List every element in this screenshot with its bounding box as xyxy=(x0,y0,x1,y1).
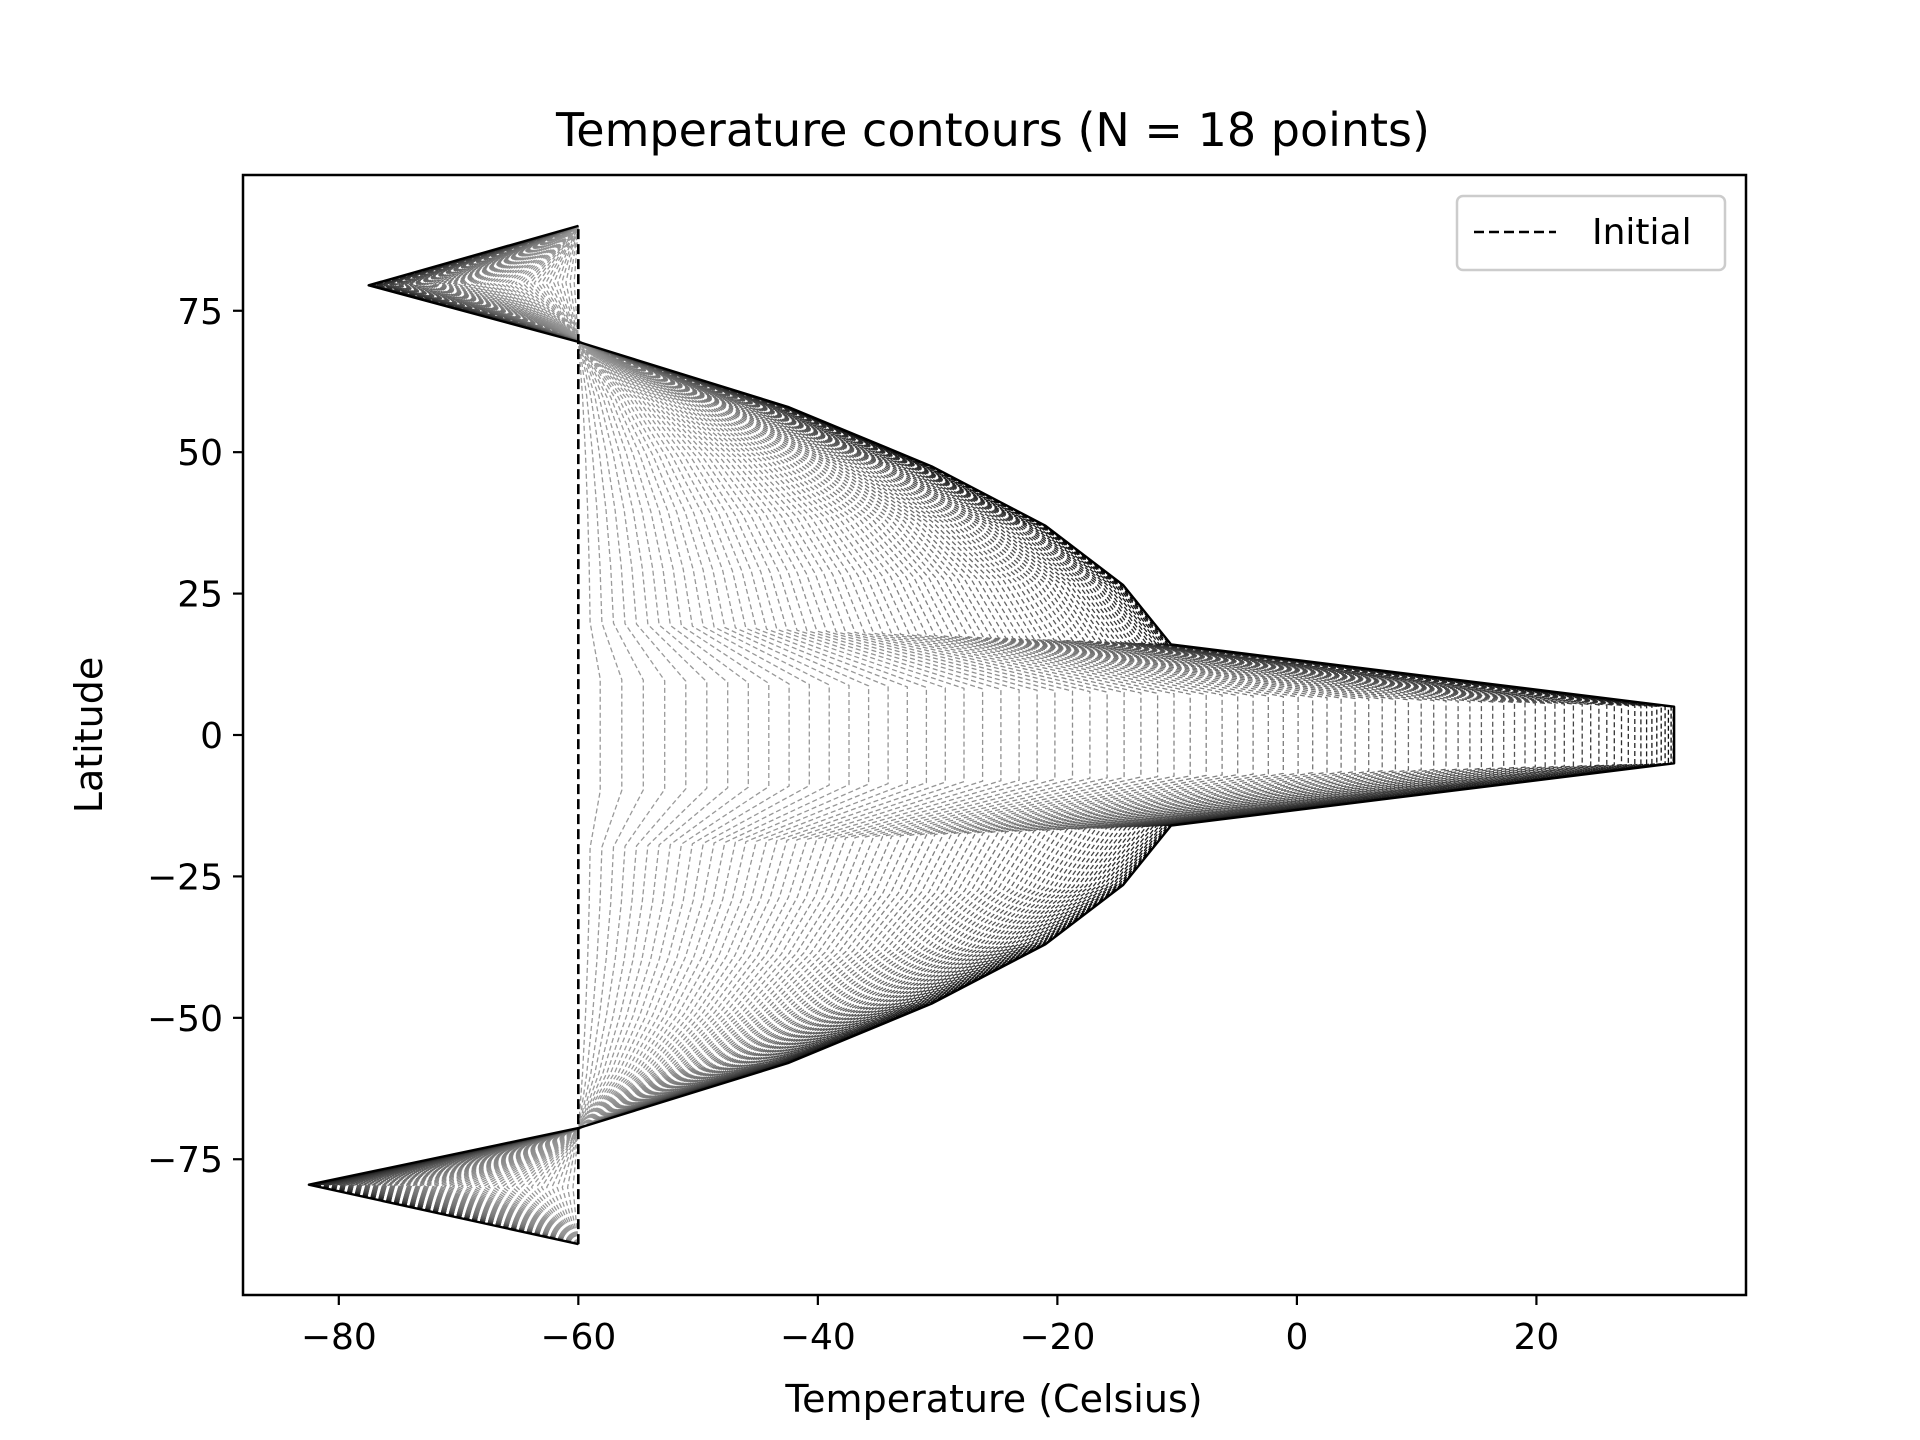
y-tick-label: −50 xyxy=(147,999,223,1040)
contour-line-12 xyxy=(515,225,830,1245)
contour-line-30 xyxy=(435,225,1159,1245)
contour-line-11 xyxy=(520,225,810,1245)
chart-title: Temperature contours (N = 18 points) xyxy=(555,103,1430,157)
contour-line-15 xyxy=(501,225,889,1245)
contour-lines xyxy=(307,224,1676,1246)
contour-line-29 xyxy=(439,225,1142,1245)
contour-line-36 xyxy=(411,225,1254,1245)
y-tick-label: −25 xyxy=(147,857,223,898)
contour-line-47 xyxy=(373,225,1410,1245)
x-axis-label: Temperature (Celsius) xyxy=(784,1377,1202,1421)
contour-line-5 xyxy=(551,225,687,1245)
contour-line-23 xyxy=(464,225,1038,1245)
contour-line-49 xyxy=(367,225,1435,1245)
contour-line-8 xyxy=(535,225,749,1245)
y-tick-label: −75 xyxy=(147,1140,223,1181)
contour-line-35 xyxy=(415,225,1239,1245)
contour-line-4 xyxy=(556,225,666,1245)
contour-line-6 xyxy=(546,225,708,1245)
contour-line-18 xyxy=(487,225,946,1245)
legend-box xyxy=(1455,194,1727,272)
legend-initial-label: Initial xyxy=(1592,212,1692,253)
plot-frame xyxy=(241,173,1748,1297)
contour-line-53 xyxy=(355,225,1483,1245)
x-tick-label: −40 xyxy=(780,1317,856,1358)
final-contour-line xyxy=(307,224,1676,1246)
contour-line-20 xyxy=(478,225,984,1245)
contour-line-27 xyxy=(447,225,1108,1245)
x-tick-label: 0 xyxy=(1285,1317,1308,1358)
contour-line-28 xyxy=(443,225,1125,1245)
contour-line-17 xyxy=(492,225,928,1245)
contour-line-10 xyxy=(525,225,790,1245)
x-tick-label: −20 xyxy=(1019,1317,1095,1358)
legend: Initial xyxy=(1455,194,1727,272)
contour-line-52 xyxy=(358,225,1471,1245)
contour-line-44 xyxy=(383,225,1370,1245)
contour-line-46 xyxy=(376,225,1397,1245)
contour-line-54 xyxy=(352,225,1494,1245)
contour-line-43 xyxy=(386,225,1356,1245)
x-tick-label: −80 xyxy=(301,1317,377,1358)
contour-line-16 xyxy=(496,225,908,1245)
contour-line-45 xyxy=(380,225,1383,1245)
contour-line-50 xyxy=(364,225,1447,1245)
x-axis-ticks: −80 −60 −40 −20 0 20 xyxy=(301,1295,1560,1358)
x-tick-label: −60 xyxy=(540,1317,616,1358)
contour-line-42 xyxy=(390,225,1342,1245)
x-tick-label: 20 xyxy=(1514,1317,1560,1358)
plot-area xyxy=(307,224,1676,1246)
contour-line-33 xyxy=(423,225,1207,1245)
contour-line-1 xyxy=(572,225,601,1245)
y-tick-label: 25 xyxy=(177,575,223,616)
contour-line-19 xyxy=(482,225,965,1245)
y-tick-label: 0 xyxy=(200,716,223,757)
contour-line-9 xyxy=(530,225,770,1245)
contour-line-40 xyxy=(397,225,1314,1245)
contour-line-32 xyxy=(427,225,1191,1245)
y-axis-label: Latitude xyxy=(67,657,111,813)
contour-line-21 xyxy=(473,225,1002,1245)
contour-line-22 xyxy=(469,225,1020,1245)
y-axis-ticks: −75 −50 −25 0 25 50 75 xyxy=(147,292,243,1181)
contour-line-48 xyxy=(370,225,1422,1245)
contour-line-2 xyxy=(566,225,623,1245)
contour-line-58 xyxy=(342,225,1536,1245)
contour-line-13 xyxy=(511,225,850,1245)
contour-line-63 xyxy=(330,225,1583,1245)
contour-line-31 xyxy=(431,225,1175,1245)
contour-line-51 xyxy=(361,225,1459,1245)
contour-line-25 xyxy=(456,225,1074,1245)
contour-line-38 xyxy=(404,225,1284,1245)
y-tick-label: 50 xyxy=(177,433,223,474)
contour-line-7 xyxy=(540,225,729,1245)
contour-line-39 xyxy=(400,225,1299,1245)
contour-line-64 xyxy=(328,225,1592,1245)
contour-line-3 xyxy=(561,225,644,1245)
contour-line-60 xyxy=(337,225,1556,1245)
contour-line-34 xyxy=(419,225,1223,1245)
y-tick-label: 75 xyxy=(177,292,223,333)
contour-line-67 xyxy=(322,225,1615,1245)
contour-line-24 xyxy=(460,225,1056,1245)
